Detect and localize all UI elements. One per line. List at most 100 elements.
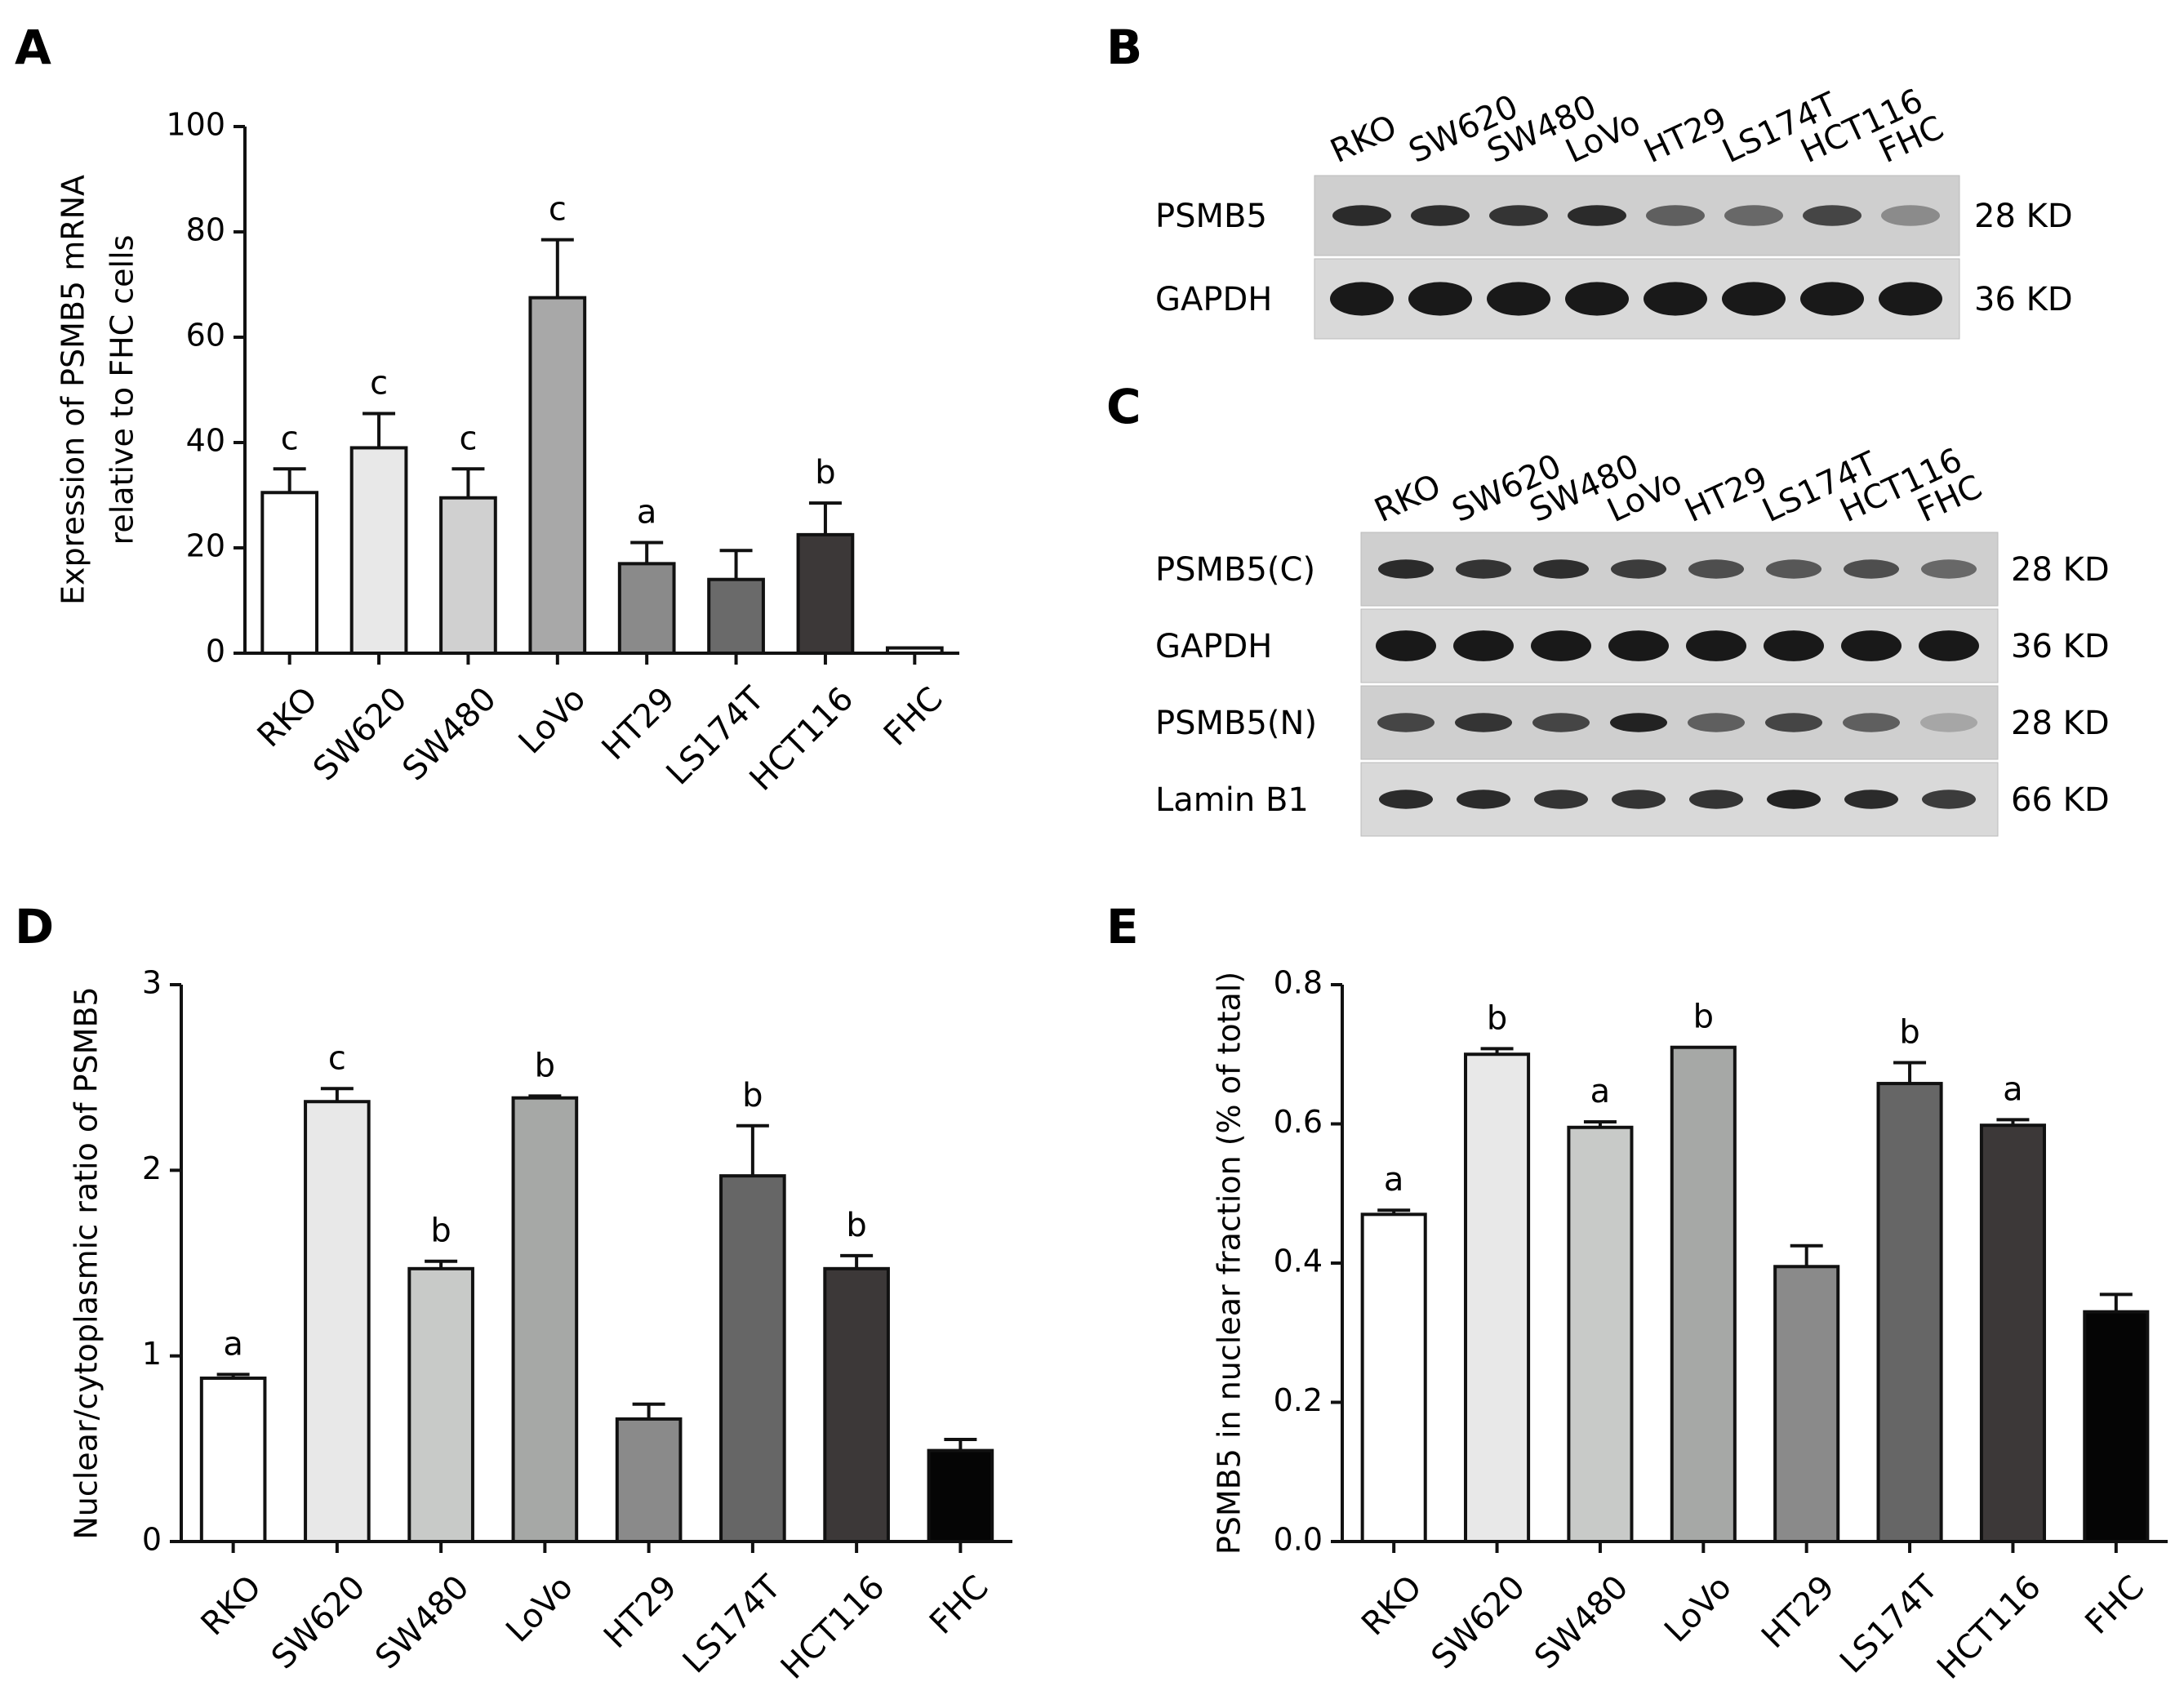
blot-band — [1568, 205, 1626, 226]
molecular-weight-label: 36 KD — [1974, 281, 2073, 318]
blot-band — [1844, 559, 1899, 579]
significance-label: b — [535, 1047, 555, 1084]
blot-band — [1608, 630, 1669, 661]
row-label: PSMB5 — [1155, 198, 1267, 235]
significance-label: c — [549, 191, 567, 229]
x-tick-label: RKO — [1354, 1568, 1429, 1643]
blot-band — [1332, 205, 1391, 226]
panel-letter-a: A — [15, 20, 51, 75]
blot-band — [1456, 559, 1511, 579]
western-blot-c: RKO SW620SW480LoVoHT29LS174THCT116FHCPSMB… — [1155, 441, 2110, 837]
bar-rko — [260, 491, 319, 656]
x-tick-label: FHC — [877, 680, 950, 754]
blot-band — [1724, 205, 1783, 226]
blot-band — [1764, 630, 1824, 661]
x-tick-label: LoVo — [1657, 1568, 1739, 1650]
blot-band — [1881, 205, 1940, 226]
blot-band — [1411, 205, 1470, 226]
x-tick-label: LS174T — [1833, 1568, 1946, 1681]
blot-band — [1803, 205, 1862, 226]
y-tick-label: 0 — [206, 634, 225, 670]
x-tick-label: HCT116 — [774, 1568, 892, 1687]
blot-band — [1688, 559, 1744, 579]
y-tick-label: 60 — [186, 318, 225, 354]
x-tick-label: HT29 — [597, 1568, 684, 1656]
blot-band — [1646, 205, 1705, 226]
bar-sw620 — [304, 1100, 371, 1543]
significance-label: c — [328, 1039, 346, 1077]
molecular-weight-label: 28 KD — [2011, 551, 2110, 589]
y-tick-label: 2 — [142, 1150, 162, 1186]
chart-panel-e: 0.0 0.2 0.4 0.6 0.8 PSMB5 in nuclear fraction… — [1212, 965, 2168, 1687]
blot-band — [1533, 559, 1589, 579]
blot-band — [1377, 713, 1435, 732]
blot-band — [1376, 630, 1436, 661]
y-tick-label: 80 — [186, 212, 225, 248]
bar-ls174t — [719, 1174, 786, 1543]
panel-letter-e: E — [1106, 899, 1139, 954]
y-axis-title: relative to FHC cells — [105, 235, 140, 545]
y-tick-label: 0.2 — [1274, 1382, 1323, 1418]
blot-band — [1453, 630, 1514, 661]
y-tick-label: 20 — [186, 528, 225, 564]
x-tick-label: SW480 — [368, 1568, 476, 1676]
significance-label: b — [1693, 999, 1714, 1036]
y-tick-label: 40 — [186, 423, 225, 459]
x-tick-label: SW620 — [265, 1568, 372, 1676]
molecular-weight-label: 66 KD — [2011, 781, 2110, 819]
x-tick-label: RKO — [194, 1568, 269, 1643]
x-tick-label: HT29 — [1755, 1568, 1842, 1656]
blot-band — [1766, 559, 1821, 579]
bar-sw620 — [1464, 1052, 1531, 1543]
blot-band — [1765, 713, 1822, 732]
x-tick-label: SW620 — [1425, 1568, 1532, 1676]
western-blot-b: RKO SW620SW480LoVoHT29LS174THCT116FHCPSMB… — [1155, 82, 2073, 340]
bar-hct116 — [796, 532, 855, 655]
blot-band — [1489, 205, 1548, 226]
x-tick-label: SW480 — [395, 680, 503, 788]
blot-band — [1534, 790, 1588, 809]
x-tick-label: HCT116 — [1930, 1568, 2048, 1687]
bar-sw480 — [407, 1266, 474, 1543]
bar-fhc — [2083, 1310, 2150, 1544]
significance-label: b — [430, 1212, 451, 1250]
row-label: GAPDH — [1155, 281, 1272, 318]
blot-band — [1531, 630, 1591, 661]
x-tick-label: SW480 — [1528, 1568, 1635, 1676]
panel-letter-b: B — [1106, 20, 1142, 75]
blot-band — [1455, 713, 1512, 732]
significance-label: c — [459, 420, 477, 457]
row-label: PSMB5(C) — [1155, 551, 1315, 589]
row-label: Lamin B1 — [1155, 781, 1309, 819]
significance-label: a — [223, 1325, 243, 1363]
bar-rko — [199, 1376, 267, 1543]
y-axis-title: Nuclear/cytoplasmic ratio of PSMB5 — [69, 986, 105, 1539]
y-tick-label: 0.8 — [1274, 965, 1323, 1001]
y-tick-label: 0 — [142, 1522, 162, 1558]
blot-band — [1379, 790, 1433, 809]
bar-sw620 — [349, 446, 408, 656]
bar-ls174t — [1876, 1082, 1943, 1544]
x-tick-label: FHC — [923, 1568, 996, 1642]
blot-band — [1612, 790, 1666, 809]
blot-band — [1921, 559, 1977, 579]
lane-label-rko: RKO — [1369, 467, 1447, 530]
blot-band — [1611, 559, 1666, 579]
x-tick-label: HT29 — [595, 680, 683, 767]
significance-label: a — [2003, 1070, 2023, 1108]
blot-band — [1919, 630, 1979, 661]
bar-lovo — [511, 1096, 579, 1543]
blot-band — [1722, 282, 1786, 316]
bar-sw480 — [439, 496, 497, 655]
row-label: GAPDH — [1155, 628, 1272, 665]
blot-band — [1922, 790, 1976, 809]
significance-label: c — [370, 365, 388, 403]
blot-band — [1800, 282, 1864, 316]
significance-label: b — [1899, 1013, 1919, 1051]
blot-band — [1487, 282, 1550, 316]
significance-label: b — [815, 454, 835, 492]
y-axis-title: PSMB5 in nuclear fraction (% of total) — [1212, 972, 1248, 1555]
blot-band — [1843, 713, 1900, 732]
y-tick-label: 0.6 — [1274, 1104, 1323, 1140]
